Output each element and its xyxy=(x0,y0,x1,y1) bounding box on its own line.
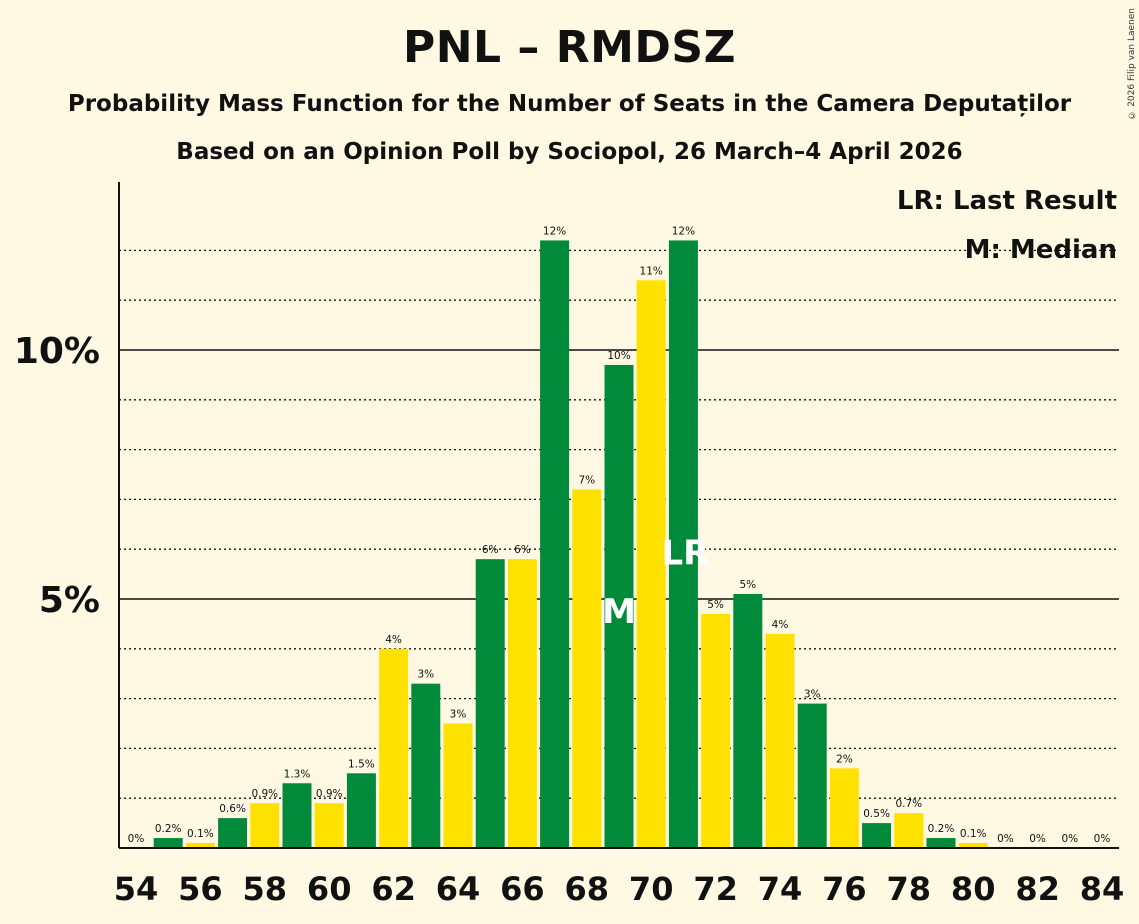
bar-label-seat-71: 12% xyxy=(672,225,695,237)
y-tick-label: 5% xyxy=(39,580,100,621)
x-tick-label: 70 xyxy=(629,870,674,908)
chart-subtitle: Probability Mass Function for the Number… xyxy=(67,91,1072,117)
bar-label-seat-58: 0.9% xyxy=(251,788,278,800)
bar-seat-72 xyxy=(701,613,731,848)
bar-label-seat-69: 10% xyxy=(607,350,630,362)
x-tick-label: 54 xyxy=(114,870,159,908)
x-tick-label: 62 xyxy=(371,870,416,908)
bar-seat-67 xyxy=(540,240,570,848)
bar-seat-69 xyxy=(604,364,634,848)
x-tick-label: 84 xyxy=(1080,870,1125,908)
bar-label-seat-64: 3% xyxy=(450,709,467,721)
bar-seat-62 xyxy=(379,648,409,848)
bar-label-seat-54: 0% xyxy=(128,833,145,845)
bar-label-seat-80: 0.1% xyxy=(960,828,987,840)
bar-seat-78 xyxy=(894,813,924,848)
median-marker: M xyxy=(602,592,636,632)
y-tick-label: 10% xyxy=(14,331,100,372)
bar-seat-60 xyxy=(314,803,344,848)
bar-label-seat-75: 3% xyxy=(804,689,821,701)
bar-value-labels: 0% 0.2% 0.1% 0.6% 0.9% 1.3% 0.9% 1.5% 4% 3% 3% 6% 6%… xyxy=(128,225,1111,845)
bar-label-seat-61: 1.5% xyxy=(348,758,375,770)
bar-seat-64 xyxy=(443,723,473,848)
bar-label-seat-57: 0.6% xyxy=(219,803,246,815)
bar-label-seat-78: 0.7% xyxy=(895,798,922,810)
bar-seat-58 xyxy=(250,803,280,848)
x-tick-label: 56 xyxy=(178,870,223,908)
bar-label-seat-63: 3% xyxy=(417,669,434,681)
x-tick-label: 72 xyxy=(693,870,738,908)
bar-seat-56 xyxy=(185,843,215,848)
bar-label-seat-77: 0.5% xyxy=(863,808,890,820)
bar-seat-80 xyxy=(958,843,988,848)
bar-label-seat-79: 0.2% xyxy=(928,823,955,835)
x-tick-label: 60 xyxy=(307,870,352,908)
bar-label-seat-55: 0.2% xyxy=(155,823,182,835)
y-tick-label-bg xyxy=(10,577,106,621)
bar-seat-75 xyxy=(797,703,827,848)
x-tick-label: 66 xyxy=(500,870,545,908)
bar-label-seat-60: 0.9% xyxy=(316,788,343,800)
bar-label-seat-84: 0% xyxy=(1094,833,1111,845)
x-tick-label: 80 xyxy=(951,870,996,908)
x-tick-label: 58 xyxy=(243,870,288,908)
bar-label-seat-67: 12% xyxy=(543,225,566,237)
chart-source-line: Based on an Opinion Poll by Sociopol, 26… xyxy=(176,139,963,165)
bar-seat-65 xyxy=(475,559,505,848)
bar-seat-77 xyxy=(862,823,892,848)
bar-label-seat-56: 0.1% xyxy=(187,828,214,840)
bar-seat-70 xyxy=(636,280,666,848)
bar-seat-63 xyxy=(411,683,441,848)
x-tick-label: 82 xyxy=(1015,870,1060,908)
chart-title: PNL – RMDSZ xyxy=(402,22,737,73)
bar-seat-55 xyxy=(153,838,183,848)
legend-entry: M: Median xyxy=(965,235,1117,265)
bar-seat-73 xyxy=(733,594,763,848)
bar-label-seat-66: 6% xyxy=(514,544,531,556)
bar-label-seat-59: 1.3% xyxy=(284,768,311,780)
bar-seat-61 xyxy=(346,773,376,848)
bar-seat-71 xyxy=(668,240,698,848)
last-result-marker: LR xyxy=(661,533,709,573)
markers: M LR xyxy=(602,533,709,632)
bar-label-seat-81: 0% xyxy=(997,833,1014,845)
bar-label-seat-82: 0% xyxy=(1029,833,1046,845)
bar-label-seat-73: 5% xyxy=(739,579,756,591)
x-tick-label: 78 xyxy=(887,870,932,908)
x-tick-label: 74 xyxy=(758,870,803,908)
x-tick-label: 68 xyxy=(565,870,610,908)
bar-seat-68 xyxy=(572,489,602,848)
bar-seat-79 xyxy=(926,838,956,848)
bar-seat-59 xyxy=(282,783,312,848)
y-tick-label-bg xyxy=(10,328,106,372)
x-tick-label: 64 xyxy=(436,870,481,908)
bar-label-seat-68: 7% xyxy=(578,474,595,486)
bar-seat-66 xyxy=(507,559,537,848)
axes: 5% 10% 54 56 58 60 62 64 66 68 70 72 74 76 78 80 82 84 xyxy=(10,182,1124,908)
legend: LR: Last Result M: Median xyxy=(897,186,1117,265)
bar-seat-76 xyxy=(829,768,859,848)
bar-label-seat-76: 2% xyxy=(836,753,853,765)
legend-entry: LR: Last Result xyxy=(897,186,1117,216)
x-tick-label: 76 xyxy=(822,870,867,908)
bars xyxy=(153,240,988,848)
bar-seat-57 xyxy=(218,818,248,848)
bar-label-seat-74: 4% xyxy=(772,619,789,631)
bar-label-seat-83: 0% xyxy=(1061,833,1078,845)
bar-label-seat-72: 5% xyxy=(707,599,724,611)
bar-label-seat-65: 6% xyxy=(482,544,499,556)
bar-label-seat-62: 4% xyxy=(385,634,402,646)
bar-label-seat-70: 11% xyxy=(640,265,663,277)
bar-seat-74 xyxy=(765,633,795,848)
